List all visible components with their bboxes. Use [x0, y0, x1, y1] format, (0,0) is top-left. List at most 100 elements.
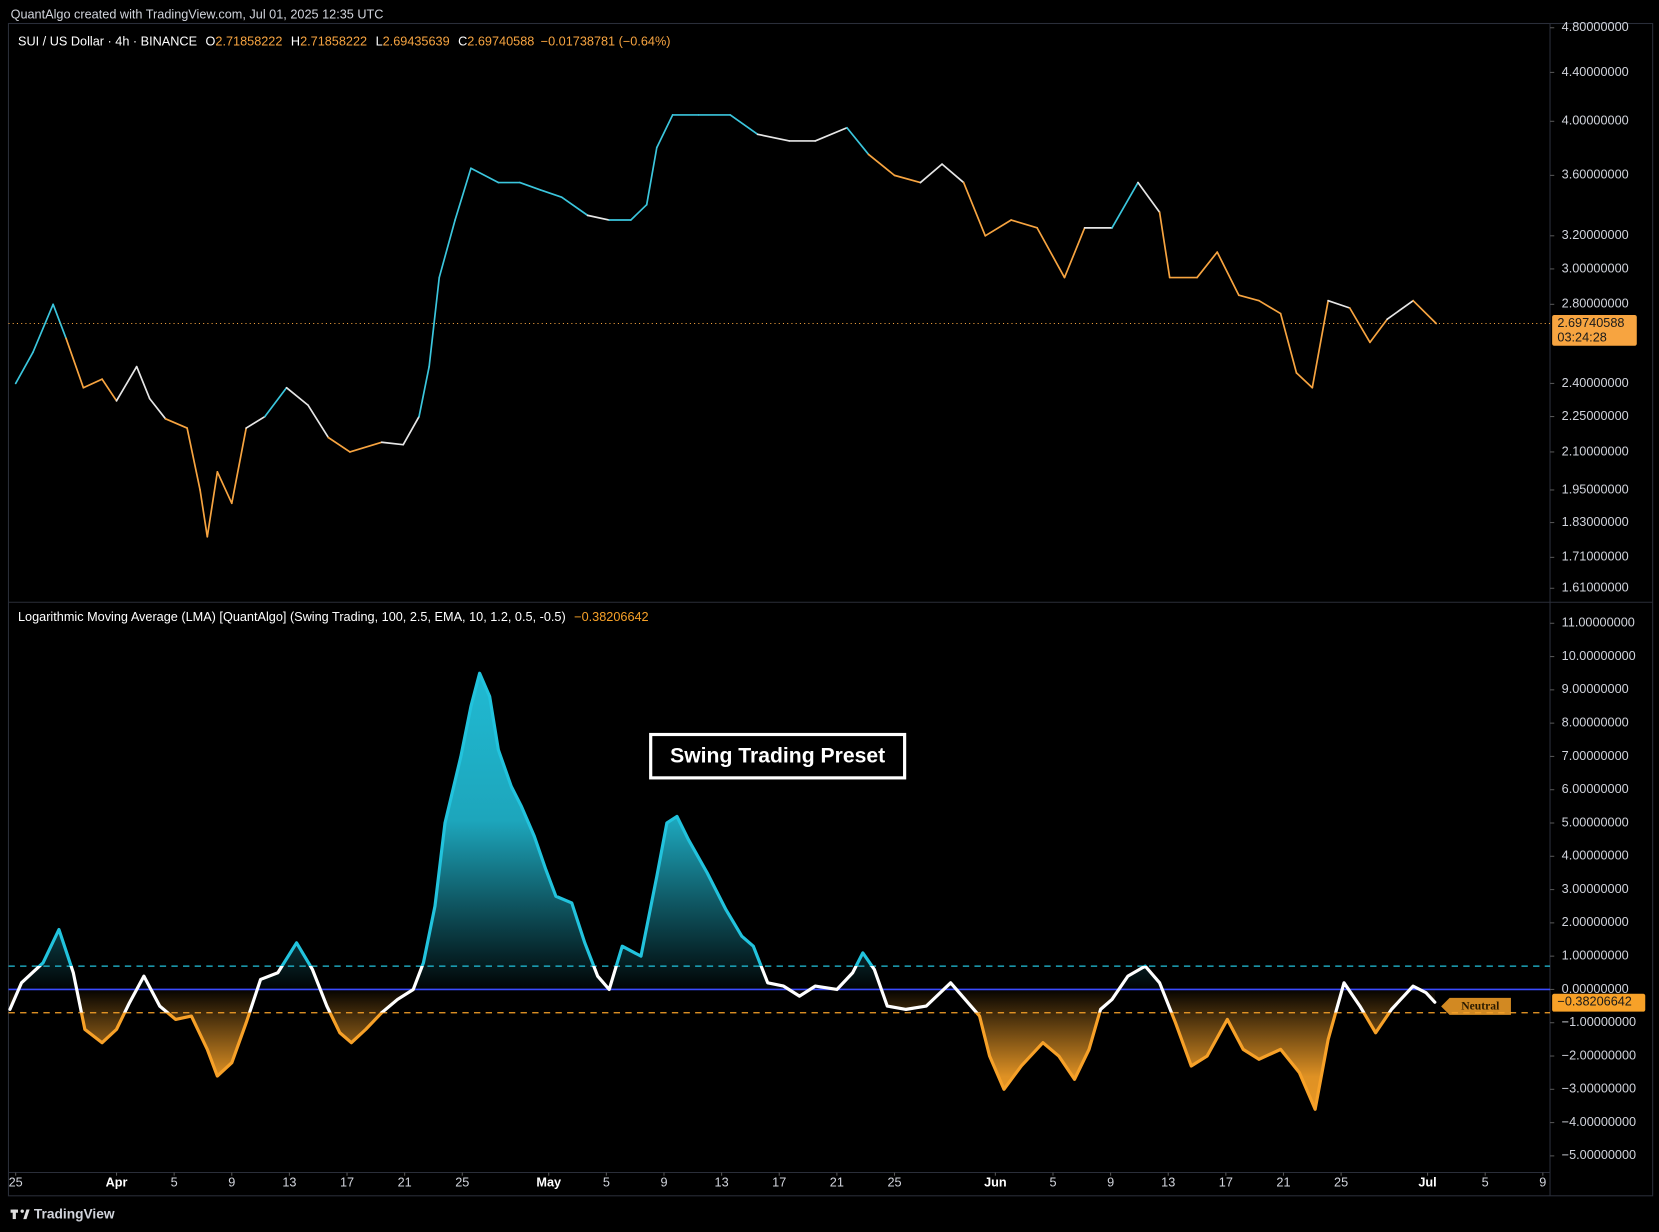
price-segment — [1158, 211, 1171, 279]
state-label: Neutral — [1461, 1000, 1500, 1013]
x-tick-label: 17 — [340, 1175, 354, 1189]
y-tick-label: 11.00000000 — [1562, 616, 1635, 630]
logo-part — [23, 1209, 30, 1220]
price-segment — [586, 214, 611, 221]
y-tick-label: 2.00000000 — [1562, 915, 1629, 929]
x-tick-label: 25 — [887, 1175, 901, 1189]
price-segment — [893, 174, 922, 184]
price-segment — [1311, 299, 1329, 389]
y-tick-label: 10.00000000 — [1562, 649, 1636, 663]
price-segment — [1258, 299, 1282, 315]
price-segment — [962, 181, 987, 237]
price-segment — [65, 337, 85, 389]
price-segment — [1216, 251, 1240, 297]
price-segment — [135, 365, 151, 400]
logo-part — [12, 1209, 16, 1220]
x-tick-label: 17 — [1219, 1175, 1233, 1189]
y-tick-label: 6.00000000 — [1562, 782, 1629, 796]
x-tick-label: 5 — [171, 1175, 178, 1189]
y-tick-label: −5.00000000 — [1562, 1148, 1636, 1162]
y-tick-label: 4.80000000 — [1562, 20, 1629, 34]
price-segment — [655, 114, 674, 149]
state-tag — [1441, 997, 1511, 1015]
y-tick-label: 5.00000000 — [1562, 815, 1629, 829]
x-tick-label: 13 — [1161, 1175, 1175, 1189]
y-tick-label: 3.20000000 — [1562, 228, 1629, 242]
y-tick-label: 2.40000000 — [1562, 376, 1629, 390]
price-segment — [52, 303, 67, 340]
price-segment — [984, 219, 1013, 237]
y-tick-label: −2.00000000 — [1562, 1048, 1636, 1062]
price-segment — [1412, 299, 1438, 325]
price-segment — [186, 427, 201, 491]
symbol: SUI / US Dollar · 4h · BINANCE — [18, 35, 197, 49]
x-tick-label: 25 — [455, 1175, 469, 1189]
y-tick-label: 8.00000000 — [1562, 715, 1629, 729]
x-tick-label: 25 — [1334, 1175, 1348, 1189]
price-segment — [1348, 307, 1371, 344]
price-segment — [814, 126, 848, 142]
price-segment — [539, 188, 563, 199]
y-tick-label: 1.71000000 — [1562, 550, 1629, 564]
y-tick-label: 0.00000000 — [1562, 982, 1629, 996]
y-tick-label: 1.00000000 — [1562, 949, 1629, 963]
oscillator-line — [8, 671, 1437, 1111]
x-tick-label: 9 — [1539, 1175, 1546, 1189]
price-segment — [1063, 227, 1086, 279]
price-segment — [206, 471, 219, 538]
logo-part — [20, 1209, 24, 1213]
y-tick-label: 2.80000000 — [1562, 297, 1629, 311]
x-tick-label: 9 — [1107, 1175, 1114, 1189]
x-tick-label: Apr — [106, 1175, 128, 1189]
x-tick-label: 5 — [1482, 1175, 1489, 1189]
y-tick-label: −1.00000000 — [1562, 1015, 1636, 1029]
y-tick-label: 9.00000000 — [1562, 682, 1629, 696]
price-segment — [101, 378, 118, 402]
annotation: Swing Trading Preset — [670, 744, 885, 767]
x-tick-label: Jul — [1418, 1175, 1436, 1189]
price-segment — [327, 436, 351, 453]
price-segment — [1036, 227, 1066, 279]
price-segment — [1295, 371, 1314, 389]
y-tick-label: 1.95000000 — [1562, 482, 1629, 496]
change: −0.01738781 (−0.64%) — [541, 35, 671, 49]
price-segment — [1137, 181, 1161, 214]
ohlc-key: H — [291, 35, 300, 49]
indicator-title: Logarithmic Moving Average (LMA) [QuantA… — [18, 610, 566, 624]
last-price-label: 2.69740588 — [1557, 316, 1624, 330]
ohlc-value: 2.71858222 — [300, 35, 367, 49]
x-tick-label: 9 — [228, 1175, 235, 1189]
price-series — [14, 114, 1438, 538]
tv-logo — [10, 1209, 30, 1220]
x-tick-label: 9 — [660, 1175, 667, 1189]
price-segment — [82, 378, 103, 389]
price-segment — [115, 365, 138, 402]
price-segment — [349, 441, 383, 453]
ohlc-value: 2.69435639 — [383, 35, 450, 49]
y-tick-label: 2.10000000 — [1562, 444, 1629, 458]
price-segment — [418, 365, 430, 418]
x-tick-label: 5 — [1049, 1175, 1056, 1189]
price-segment — [1327, 299, 1351, 309]
price-segment — [164, 417, 188, 429]
y-tick-label: −4.00000000 — [1562, 1115, 1636, 1129]
price-segment — [148, 397, 167, 420]
indicator-value: −0.38206642 — [574, 610, 648, 624]
ohlc-value: 2.71858222 — [215, 35, 282, 49]
y-tick-label: 3.00000000 — [1562, 882, 1629, 896]
x-tick-label: 21 — [1276, 1175, 1290, 1189]
price-segment — [560, 196, 589, 217]
price-segment — [630, 203, 648, 221]
y-tick-label: 4.00000000 — [1562, 114, 1629, 128]
price-segment — [454, 167, 472, 221]
price-segment — [14, 351, 34, 385]
price-segment — [470, 167, 500, 184]
header: QuantAlgo created with TradingView.com, … — [11, 7, 384, 21]
last-price-box — [1552, 315, 1637, 346]
y-tick-label: 2.25000000 — [1562, 409, 1629, 423]
price-segment — [1386, 299, 1415, 321]
price-segment — [729, 114, 759, 136]
